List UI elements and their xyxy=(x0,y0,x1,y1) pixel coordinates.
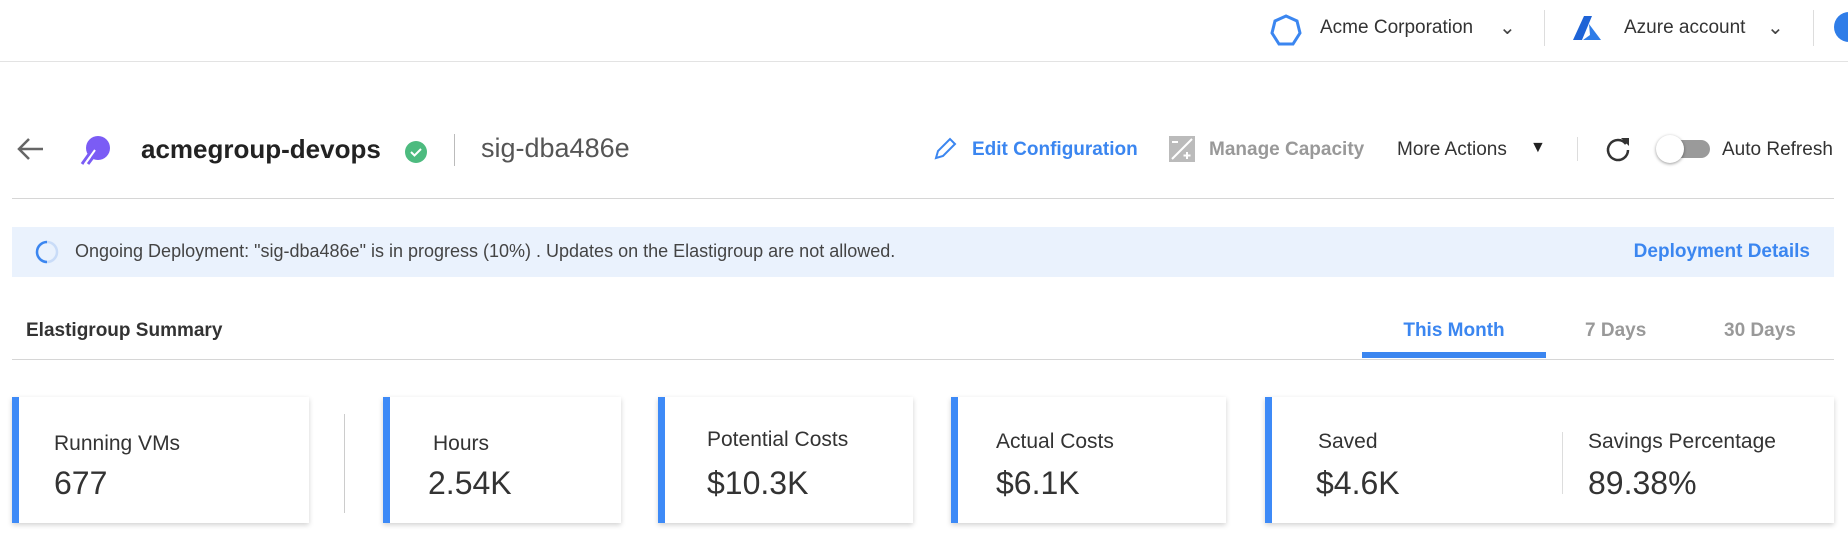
more-actions-button[interactable]: More Actions xyxy=(1397,139,1507,160)
group-id: sig-dba486e xyxy=(481,133,630,163)
auto-refresh-toggle[interactable] xyxy=(1656,135,1710,163)
savings-card xyxy=(1265,397,1834,523)
organization-icon xyxy=(1270,14,1302,46)
card-label: Potential Costs xyxy=(707,428,849,451)
divider xyxy=(454,134,455,166)
card-label: Running VMs xyxy=(54,432,181,455)
card-label: Hours xyxy=(433,432,490,455)
card-value: 677 xyxy=(54,465,108,501)
divider xyxy=(12,198,1834,199)
actual-costs-card xyxy=(951,397,1226,523)
azure-icon xyxy=(1573,16,1601,40)
edit-configuration-button[interactable]: Edit Configuration xyxy=(972,139,1138,160)
spinner-icon xyxy=(35,240,59,264)
divider xyxy=(1562,432,1563,494)
card-label: Savings Percentage xyxy=(1588,430,1776,453)
elastigroup-logo-icon xyxy=(80,136,110,165)
deployment-message: Ongoing Deployment: "sig-dba486e" is in … xyxy=(75,241,896,261)
hours-card xyxy=(383,397,621,523)
card-label: Saved xyxy=(1318,430,1378,453)
divider xyxy=(1544,10,1545,46)
card-value: $6.1K xyxy=(996,465,1080,501)
summary-title: Elastigroup Summary xyxy=(26,320,223,341)
tab-7-days[interactable]: 7 Days xyxy=(1585,320,1647,341)
active-tab-indicator xyxy=(1362,352,1546,358)
card-label: Actual Costs xyxy=(996,430,1114,453)
chevron-down-icon[interactable]: ⌄ xyxy=(1767,17,1784,39)
refresh-icon[interactable] xyxy=(1604,135,1632,163)
divider xyxy=(12,359,1834,360)
back-arrow-icon[interactable] xyxy=(16,136,46,162)
caret-down-icon[interactable]: ▼ xyxy=(1530,139,1546,156)
manage-capacity-button[interactable]: Manage Capacity xyxy=(1209,139,1365,160)
pencil-icon[interactable] xyxy=(932,136,958,162)
group-name: acmegroup-devops xyxy=(141,134,381,164)
tab-this-month[interactable]: This Month xyxy=(1403,320,1505,341)
card-value: $4.6K xyxy=(1316,465,1400,501)
card-value: 2.54K xyxy=(428,465,512,501)
divider xyxy=(1577,137,1578,161)
chevron-down-icon[interactable]: ⌄ xyxy=(1499,17,1516,39)
organization-selector[interactable]: Acme Corporation xyxy=(1320,17,1474,38)
deployment-banner xyxy=(12,227,1834,277)
divider xyxy=(344,414,345,513)
avatar[interactable] xyxy=(1834,12,1848,42)
card-value: $10.3K xyxy=(707,465,809,501)
tab-30-days[interactable]: 30 Days xyxy=(1724,320,1796,341)
potential-costs-card xyxy=(658,397,913,523)
auto-refresh-label: Auto Refresh xyxy=(1722,139,1833,160)
divider xyxy=(1813,10,1814,46)
account-selector[interactable]: Azure account xyxy=(1624,17,1746,38)
card-value: 89.38% xyxy=(1588,465,1697,501)
status-healthy-icon xyxy=(405,141,427,163)
running-vms-card xyxy=(12,397,309,523)
deployment-details-link[interactable]: Deployment Details xyxy=(1633,241,1810,262)
top-bar: Acme Corporation ⌄ Azure account ⌄ xyxy=(0,0,1848,62)
manage-capacity-icon[interactable] xyxy=(1168,135,1196,163)
